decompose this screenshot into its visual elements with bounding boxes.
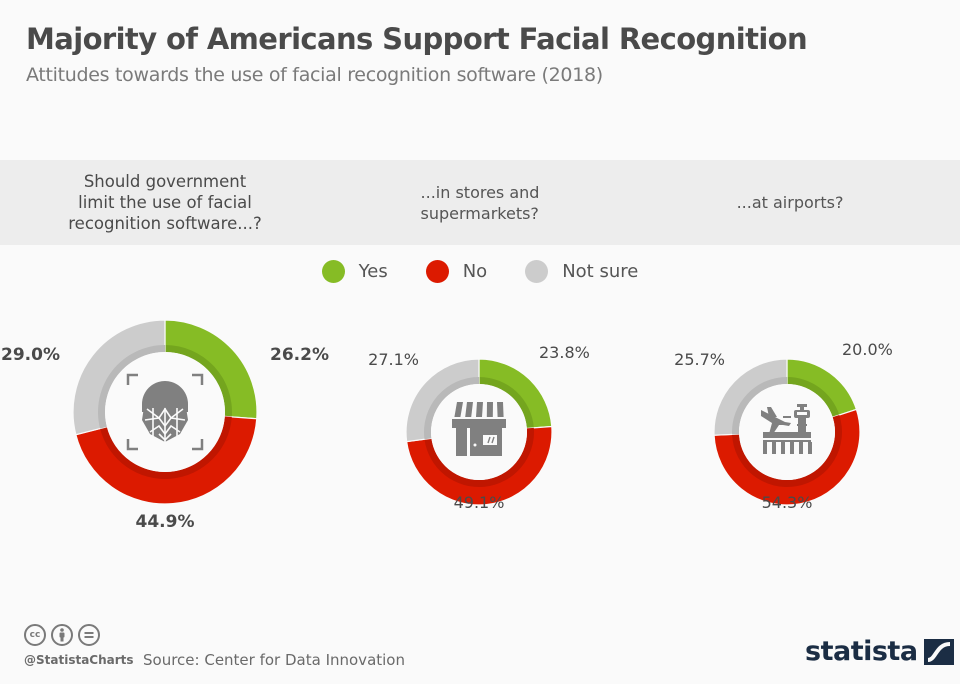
statista-logo-mark — [923, 638, 954, 665]
question-stores: ...in stores and supermarkets? — [360, 160, 600, 245]
question-line: supermarkets? — [420, 203, 539, 223]
legend: Yes No Not sure — [0, 260, 960, 283]
legend-label: Yes — [358, 261, 388, 282]
question-airports: ...at airports? — [680, 160, 900, 245]
legend-swatch-no — [425, 260, 449, 283]
data-label-yes: 20.0% — [842, 340, 893, 359]
legend-item-yes: Yes — [321, 260, 388, 283]
chart-subtitle: Attitudes towards the use of facial reco… — [26, 64, 603, 86]
slice-inner-shade-yes — [165, 345, 232, 417]
statista-wordmark: statista — [805, 636, 918, 667]
data-label-not-sure: 27.1% — [368, 350, 419, 369]
data-label-no: 54.3% — [762, 493, 813, 512]
question-line: recognition software...? — [68, 214, 262, 233]
store-icon — [452, 402, 506, 456]
donut-chart-2: 23.8% 49.1% 27.1% — [368, 343, 590, 512]
data-label-yes: 26.2% — [270, 345, 329, 365]
question-line: limit the use of facial — [78, 193, 252, 212]
legend-label: Not sure — [562, 261, 639, 282]
donut-chart-3: 20.0% 54.3% 25.7% — [674, 340, 893, 512]
nd-icon[interactable] — [78, 624, 100, 646]
legend-swatch-yes — [321, 260, 345, 283]
source-note[interactable]: Source: Center for Data Innovation — [143, 651, 405, 669]
license-icons: cc — [24, 624, 100, 646]
question-government: Should government limit the use of facia… — [40, 160, 290, 245]
by-icon[interactable] — [51, 624, 73, 646]
slice-inner-shade-yes — [787, 377, 840, 418]
cc-icon-text: cc — [29, 630, 41, 640]
data-label-not-sure: 25.7% — [674, 350, 725, 369]
person-glyph — [59, 628, 65, 642]
legend-item-not-sure: Not sure — [525, 260, 638, 283]
slice-inner-shade-not-sure — [98, 345, 165, 429]
question-line: Should government — [83, 172, 247, 191]
statista-logo[interactable]: statista — [805, 636, 954, 667]
data-label-not-sure: 29.0% — [1, 345, 60, 365]
data-label-no: 49.1% — [454, 493, 505, 512]
slice-inner-shade-no — [424, 427, 534, 487]
slice-inner-shade-no — [100, 416, 232, 479]
data-label-yes: 23.8% — [539, 343, 590, 362]
question-line: ...in stores and — [420, 182, 540, 202]
question-line: ...at airports? — [736, 193, 844, 212]
question-band: Should government limit the use of facia… — [0, 160, 960, 245]
equals-glyph — [84, 632, 94, 638]
legend-item-no: No — [425, 260, 488, 283]
face-scan-icon — [126, 373, 204, 451]
donut-chart-1: 26.2% 44.9% 29.0% — [1, 319, 329, 532]
legend-label: No — [462, 261, 488, 282]
slice-inner-shade-not-sure — [424, 377, 479, 440]
statista-handle[interactable]: @StatistaCharts — [24, 653, 134, 667]
data-label-no: 44.9% — [136, 512, 195, 532]
slice-inner-shade-not-sure — [731, 377, 787, 435]
airport-icon — [761, 404, 812, 454]
slice-inner-shade-yes — [479, 377, 534, 429]
chart-title: Majority of Americans Support Facial Rec… — [26, 22, 808, 56]
cc-icon[interactable]: cc — [24, 624, 46, 646]
legend-swatch-not-sure — [525, 260, 549, 283]
